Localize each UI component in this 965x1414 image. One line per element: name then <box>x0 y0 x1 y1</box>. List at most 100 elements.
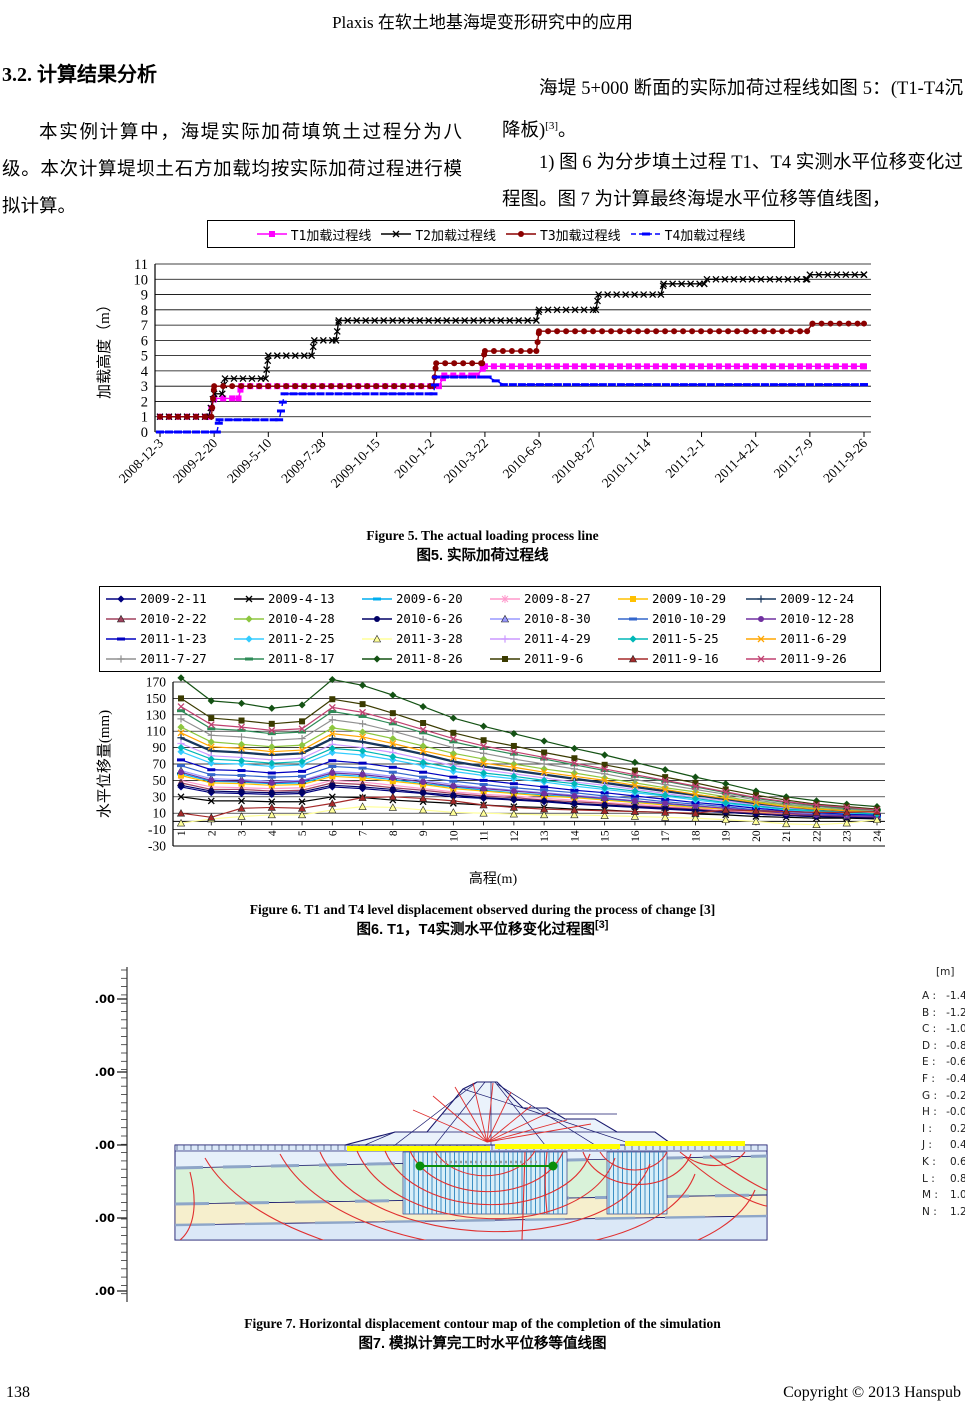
monitoring-line <box>415 1160 558 1171</box>
svg-text:3: 3 <box>141 379 148 395</box>
svg-text:2011-7-9: 2011-7-9 <box>771 435 816 480</box>
contour-legend-row: L :0.800 <box>922 1172 965 1185</box>
figure6-xlabel: 高程(m) <box>468 872 518 887</box>
svg-text:10: 10 <box>153 806 167 821</box>
figure7-caption-zh: 图7. 模拟计算完工时水平位移等值线图 <box>358 1336 607 1352</box>
svg-text:7: 7 <box>358 830 370 836</box>
contour-legend-row: N :1.200 <box>922 1205 965 1218</box>
figure5-caption-en: Figure 5. The actual loading process lin… <box>366 528 599 543</box>
figure6-citation: [3] <box>595 919 609 932</box>
legend-item: 2010-10-29 <box>618 609 746 629</box>
figure6-caption-zh: 图6. T1，T4实测水平位移变化过程图[3] <box>356 919 609 938</box>
contour-legend-row: G :-0.200 <box>922 1089 965 1102</box>
svg-text:20: 20 <box>751 830 763 842</box>
figure7-caption-en: Figure 7. Horizontal displacement contou… <box>244 1316 721 1331</box>
svg-text:4: 4 <box>141 364 149 380</box>
legend-item: 2010-6-26 <box>362 609 490 629</box>
legend-item: 2010-12-28 <box>746 609 874 629</box>
vertical-drains-right <box>606 1151 668 1215</box>
contour-legend-row: H :-0.000 <box>922 1106 965 1119</box>
copyright: Copyright © 2013 Hanspub <box>783 1384 961 1401</box>
contour-legend-row: F :-0.400 <box>922 1072 965 1085</box>
svg-text:2009-2-20: 2009-2-20 <box>170 435 221 486</box>
svg-text:50.00: 50.00 <box>95 992 115 1006</box>
svg-text:17: 17 <box>660 830 672 842</box>
figure7-legend: [m] A :-1.400 B :-1.200 C :-1.000 D :-0.800… <box>922 966 965 1222</box>
legend-item: 2011-3-28 <box>362 629 490 649</box>
svg-text:2009-10-15: 2009-10-15 <box>328 435 383 490</box>
svg-text:6: 6 <box>327 830 339 836</box>
svg-text:19: 19 <box>721 830 733 842</box>
legend-item: 2010-2-22 <box>106 609 234 629</box>
contour-legend-row: J :0.400 <box>922 1139 965 1152</box>
svg-text:18: 18 <box>690 830 702 842</box>
legend-item: T3加载过程线 <box>506 224 621 244</box>
figure7-contour-map: 50.00 25.00 0.00 -25.00 -50.00 <box>95 967 768 1302</box>
contour-legend-row: D :-0.800 <box>922 1039 965 1052</box>
figure6-caption: Figure 6. T1 and T4 level displacement o… <box>0 902 965 939</box>
legend-item: 2009-12-24 <box>746 589 874 609</box>
svg-text:150: 150 <box>146 691 167 706</box>
svg-text:170: 170 <box>146 675 167 690</box>
svg-text:-30: -30 <box>148 839 166 854</box>
paragraph-right-1: 海堤 5+000 断面的实际加荷过程线如图 5：(T1-T4沉降板)[3]。 <box>502 71 963 150</box>
svg-text:21: 21 <box>781 830 793 842</box>
svg-text:8: 8 <box>388 830 400 836</box>
legend-item: 2009-4-13 <box>234 589 362 609</box>
svg-text:2008-12-3: 2008-12-3 <box>116 435 167 486</box>
svg-text:24: 24 <box>872 830 884 842</box>
svg-text:2009-7-28: 2009-7-28 <box>278 435 329 486</box>
contour-legend-row: C :-1.000 <box>922 1023 965 1036</box>
legend-item: 2009-8-27 <box>490 589 618 609</box>
paragraph-right-1-end: 。 <box>558 120 577 141</box>
legend-item: 2011-8-26 <box>362 649 490 669</box>
embankment <box>344 1081 675 1146</box>
geotextile-strip-left <box>347 1146 490 1151</box>
figure5-legend: T1加载过程线 T2加载过程线 T3加载过程线 T4加载过程线 <box>207 220 795 248</box>
svg-text:7: 7 <box>141 318 148 334</box>
legend-item: 2011-7-27 <box>106 649 234 669</box>
svg-text:12: 12 <box>509 830 521 842</box>
svg-text:30: 30 <box>153 789 167 804</box>
legend-item: 2011-4-29 <box>490 629 618 649</box>
figure7-unit-label: [m] <box>936 966 955 978</box>
svg-text:2011-2-1: 2011-2-1 <box>662 436 707 481</box>
paragraph-right-2: 1) 图 6 为分步填土过程 T1、T4 实测水平位移变化过程图。图 7 为计算… <box>502 152 963 210</box>
svg-text:14: 14 <box>569 830 581 842</box>
svg-text:23: 23 <box>842 830 854 842</box>
svg-text:50: 50 <box>153 773 167 788</box>
page-number: 138 <box>6 1384 30 1401</box>
legend-item: 2011-1-23 <box>106 629 234 649</box>
figure5-caption-zh: 图5. 实际加荷过程线 <box>416 548 549 564</box>
contour-legend-row: K :0.600 <box>922 1155 965 1168</box>
svg-text:1: 1 <box>176 830 188 836</box>
svg-text:2010-1-2: 2010-1-2 <box>391 436 437 482</box>
contour-legend-row: E :-0.600 <box>922 1056 965 1069</box>
geotextile-strip-right <box>625 1141 745 1146</box>
legend-item: 2011-2-25 <box>234 629 362 649</box>
svg-text:22: 22 <box>811 830 823 842</box>
legend-item: T1加载过程线 <box>256 224 371 244</box>
legend-item: 2011-9-16 <box>618 649 746 669</box>
svg-text:110: 110 <box>146 724 166 739</box>
svg-text:15: 15 <box>600 830 612 842</box>
svg-text:5: 5 <box>297 830 309 836</box>
svg-text:水平位移量(mm): 水平位移量(mm) <box>96 710 113 818</box>
svg-text:2010-3-22: 2010-3-22 <box>441 436 491 486</box>
figure7-caption: Figure 7. Horizontal displacement contou… <box>0 1316 965 1353</box>
figure7-ruler: 50.00 25.00 0.00 -25.00 -50.00 <box>95 967 128 1302</box>
svg-text:-10: -10 <box>148 822 166 837</box>
legend-item: 2009-6-20 <box>362 589 490 609</box>
svg-text:2010-11-14: 2010-11-14 <box>599 435 654 490</box>
svg-text:2: 2 <box>141 394 148 410</box>
legend-item: 2011-8-17 <box>234 649 362 669</box>
svg-text:16: 16 <box>630 830 642 842</box>
citation-3: [3] <box>545 119 558 132</box>
svg-text:6: 6 <box>141 333 148 349</box>
legend-item: T4加载过程线 <box>630 224 745 244</box>
svg-text:2011-4-21: 2011-4-21 <box>712 436 762 486</box>
contour-legend-row: A :-1.400 <box>922 990 965 1002</box>
